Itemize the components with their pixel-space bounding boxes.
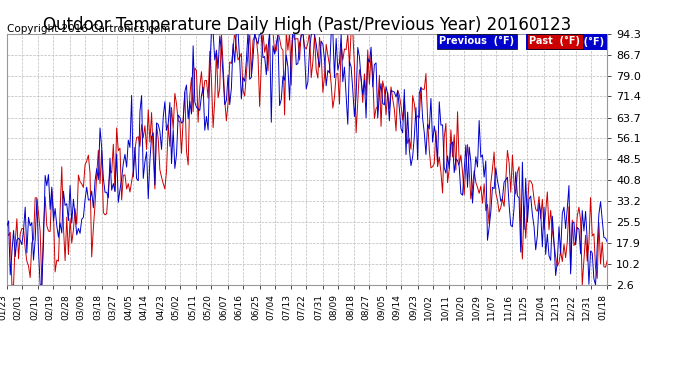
- Text: Copyright 2016 Cartronics.com: Copyright 2016 Cartronics.com: [7, 24, 170, 34]
- Title: Outdoor Temperature Daily High (Past/Previous Year) 20160123: Outdoor Temperature Daily High (Past/Pre…: [43, 16, 571, 34]
- Text: Previous  (°F): Previous (°F): [439, 36, 514, 46]
- Text: Past  (°F): Past (°F): [529, 36, 580, 46]
- Text: Previous  (°F): Previous (°F): [529, 36, 604, 46]
